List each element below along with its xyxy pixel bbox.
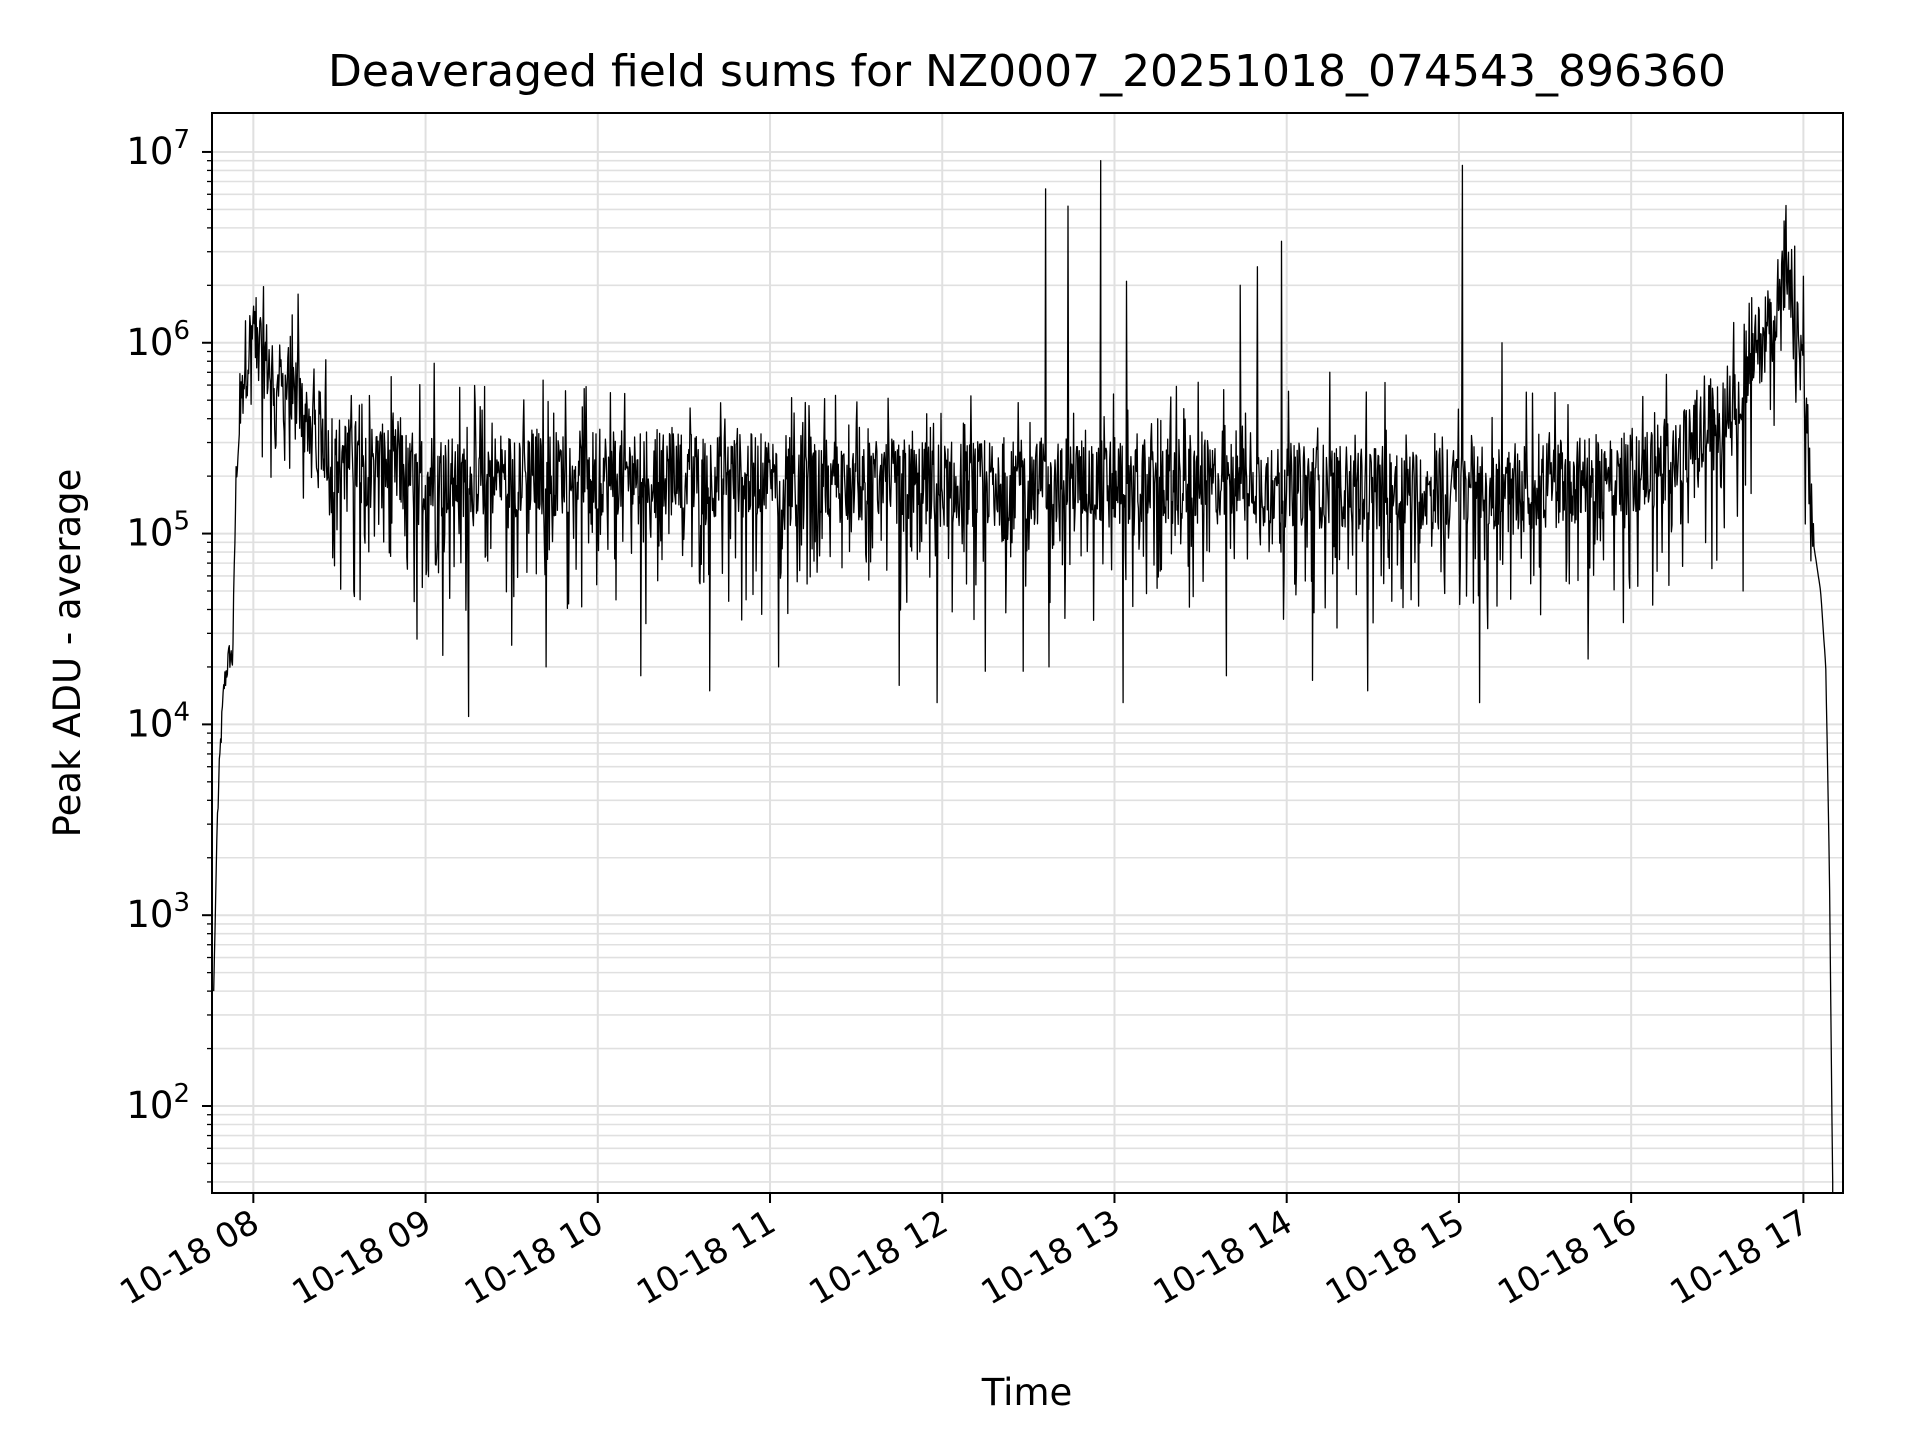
y-tick-base: 10 (126, 512, 173, 555)
y-tick-exponent: 2 (173, 1079, 190, 1109)
chart-title: Deaveraged field sums for NZ0007_2025101… (328, 46, 1726, 97)
y-tick-exponent: 5 (173, 507, 190, 537)
y-tick-exponent: 4 (173, 697, 190, 727)
y-tick-base: 10 (126, 702, 173, 745)
y-tick-label: 104 (126, 697, 190, 745)
y-axis-label: Peak ADU - average (46, 469, 89, 838)
grid (212, 113, 1843, 1193)
y-tick-label: 105 (126, 507, 190, 555)
plot-frame (211, 112, 1844, 1194)
y-tick-base: 10 (126, 1084, 173, 1127)
y-tick-label: 107 (126, 125, 190, 173)
series-group (213, 160, 1834, 1193)
y-tick-exponent: 7 (173, 125, 190, 155)
y-tick-label: 103 (126, 888, 190, 936)
x-axis-label: Time (981, 1371, 1073, 1414)
y-tick-exponent: 3 (173, 888, 190, 918)
series-line (213, 160, 1834, 1193)
y-tick-base: 10 (126, 893, 173, 936)
y-tick-exponent: 6 (173, 316, 190, 346)
y-tick-label: 102 (126, 1079, 190, 1127)
y-tick-base: 10 (126, 321, 173, 364)
y-tick-base: 10 (126, 130, 173, 173)
y-tick-label: 106 (126, 316, 190, 364)
